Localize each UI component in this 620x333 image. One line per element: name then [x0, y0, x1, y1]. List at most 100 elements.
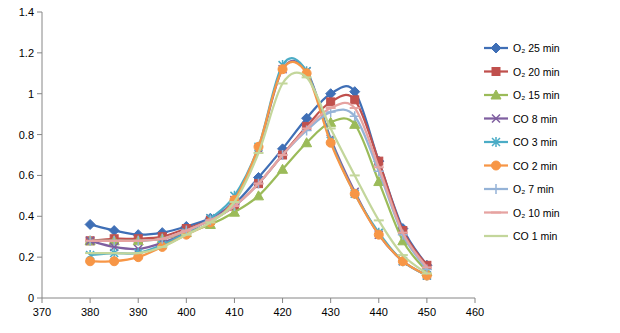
- point: [278, 154, 288, 156]
- plot-area: [85, 58, 432, 280]
- x-tick-label: 450: [418, 306, 436, 318]
- series-line: [90, 110, 427, 270]
- x-tick: [378, 298, 379, 303]
- point: [254, 152, 264, 154]
- y-tick: [37, 216, 42, 217]
- x-tick-label: 420: [273, 306, 291, 318]
- point: [326, 107, 336, 117]
- point: [109, 252, 119, 254]
- point: [398, 254, 408, 256]
- legend-marker: [491, 212, 501, 214]
- point: [326, 127, 336, 129]
- y-tick: [37, 12, 42, 13]
- legend-label: CO 8 min: [513, 113, 558, 125]
- y-tick-label: 0.8: [19, 129, 34, 141]
- point: [85, 236, 95, 245]
- point: [109, 236, 119, 246]
- series: [85, 73, 432, 274]
- y-tick-label: 0.6: [19, 169, 34, 181]
- x-tick-label: 400: [177, 306, 195, 318]
- point: [157, 246, 167, 248]
- legend-marker: [492, 68, 500, 76]
- point: [181, 226, 191, 236]
- series-line: [90, 58, 427, 275]
- legend-marker: [491, 90, 501, 99]
- point: [279, 65, 287, 73]
- point: [85, 240, 95, 242]
- y-tick-label: 0.2: [19, 251, 34, 263]
- point: [326, 89, 336, 99]
- x-tick: [426, 298, 427, 303]
- x-tick-label: 430: [321, 306, 339, 318]
- point: [157, 238, 167, 240]
- background: [0, 0, 620, 333]
- y-tick: [37, 93, 42, 94]
- point: [110, 257, 119, 266]
- point: [109, 226, 119, 236]
- series-line: [90, 61, 427, 276]
- point: [181, 234, 191, 236]
- point: [422, 272, 432, 274]
- x-tick: [475, 298, 476, 303]
- y-axis: [42, 12, 43, 298]
- point: [133, 240, 143, 242]
- point: [85, 252, 95, 254]
- point: [374, 230, 383, 239]
- point: [86, 237, 94, 245]
- x-tick: [234, 298, 235, 303]
- y-tick-label: 1: [28, 88, 34, 100]
- series-line: [90, 103, 427, 268]
- point: [302, 127, 312, 129]
- point: [134, 253, 143, 262]
- y-tick-label: 0: [28, 292, 34, 304]
- point: [350, 174, 360, 176]
- legend-label: CO 2 min: [513, 160, 558, 172]
- x-tick: [138, 298, 139, 303]
- point: [302, 69, 311, 78]
- point: [350, 87, 360, 97]
- legend-line: [484, 235, 508, 237]
- point: [278, 83, 288, 85]
- legend-marker: [491, 184, 501, 194]
- point: [157, 234, 167, 244]
- legend-label: O₂ 7 min: [513, 183, 554, 195]
- point: [350, 107, 360, 109]
- legend-marker: [492, 161, 501, 170]
- series: [86, 58, 431, 280]
- point: [133, 236, 143, 245]
- point: [326, 138, 335, 147]
- legend-label: CO 3 min: [513, 136, 558, 148]
- point: [278, 164, 288, 173]
- series: [85, 107, 432, 274]
- legend-label: O₂ 15 min: [513, 89, 560, 101]
- point: [109, 240, 119, 242]
- point: [133, 236, 143, 246]
- point: [254, 191, 264, 200]
- series: [85, 117, 432, 275]
- x-tick-label: 390: [129, 306, 147, 318]
- point: [302, 76, 312, 78]
- x-tick: [330, 298, 331, 303]
- x-axis: [42, 298, 475, 299]
- x-tick: [282, 298, 283, 303]
- x-tick-label: 380: [81, 306, 99, 318]
- point: [229, 201, 239, 203]
- series: [85, 86, 432, 270]
- point: [350, 189, 359, 198]
- point: [327, 98, 335, 106]
- legend-marker: [492, 115, 500, 123]
- y-tick-label: 1.2: [19, 47, 34, 59]
- legend-marker: [491, 235, 501, 237]
- y-tick: [37, 298, 42, 299]
- legend: O₂ 25 minO₂ 20 minO₂ 15 minCO 8 minCO 3 …: [484, 42, 560, 242]
- point: [182, 230, 191, 239]
- point: [133, 252, 143, 254]
- point: [278, 65, 287, 74]
- legend-marker: [492, 137, 500, 147]
- legend-label: O₂ 25 min: [513, 42, 560, 54]
- series: [86, 95, 431, 269]
- series-line: [90, 62, 427, 276]
- point: [374, 166, 384, 168]
- point: [422, 266, 432, 268]
- x-tick: [90, 298, 91, 303]
